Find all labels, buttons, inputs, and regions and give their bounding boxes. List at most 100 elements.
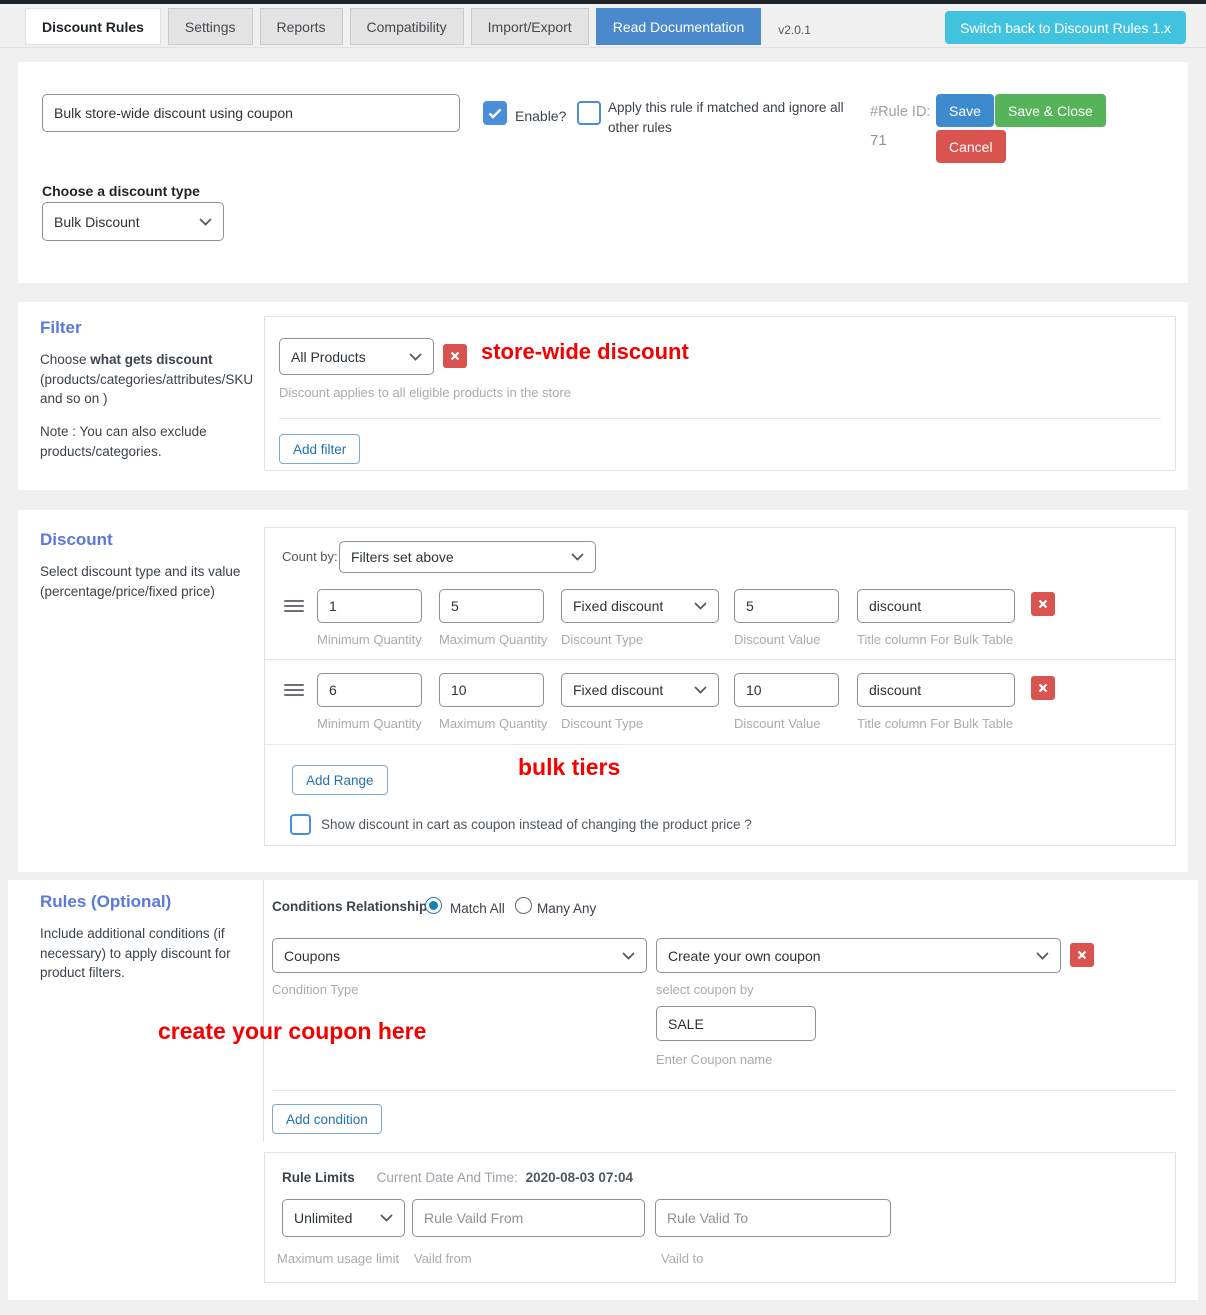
product-filter-select[interactable]: All Products — [279, 338, 434, 375]
drag-handle-icon[interactable] — [284, 600, 304, 612]
tab-compatibility[interactable]: Compatibility — [349, 8, 464, 45]
apply-rule-label: Apply this rule if matched and ignore al… — [608, 100, 844, 135]
valid-to-label: Vaild to — [661, 1251, 704, 1266]
valid-to-input[interactable] — [655, 1199, 891, 1237]
enable-label: Enable? — [515, 108, 567, 124]
add-condition-button[interactable]: Add condition — [272, 1104, 382, 1134]
rules-heading: Rules (Optional) — [40, 892, 172, 911]
chevron-down-icon — [694, 602, 707, 610]
save-button[interactable]: Save — [936, 94, 994, 127]
admin-top-strip — [0, 0, 1206, 4]
bulk-tiers-annotation: bulk tiers — [518, 754, 621, 780]
chevron-down-icon — [199, 217, 212, 226]
tab-settings[interactable]: Settings — [167, 8, 253, 45]
min-quantity-input[interactable] — [317, 589, 422, 623]
valid-from-label: Vaild from — [414, 1251, 472, 1266]
remove-condition-button[interactable] — [1070, 943, 1094, 967]
rule-editor-panel: Enable? Apply this rule if matched and i… — [18, 62, 1188, 283]
filter-box: All Products store-wide discount Discoun… — [264, 316, 1176, 471]
add-range-button[interactable]: Add Range — [292, 765, 388, 795]
chevron-down-icon — [694, 686, 707, 694]
remove-filter-button[interactable] — [443, 344, 467, 368]
divider — [265, 744, 1175, 745]
discount-panel: Discount Select discount type and its va… — [18, 510, 1188, 872]
bulk-title-label: Title column For Bulk Table — [857, 632, 1014, 647]
close-icon — [1038, 683, 1048, 693]
discount-type-label: Discount Type — [561, 716, 644, 731]
switch-back-button[interactable]: Switch back to Discount Rules 1.x — [945, 11, 1186, 44]
discount-type-label: Choose a discount type — [42, 183, 200, 199]
min-quantity-label: Minimum Quantity — [317, 716, 422, 731]
discount-box: Count by: Filters set above Fixed discou… — [264, 527, 1176, 846]
valid-from-input[interactable] — [412, 1199, 645, 1237]
close-icon — [1077, 950, 1087, 960]
cart-coupon-label: Show discount in cart as coupon instead … — [321, 817, 752, 832]
tab-discount-rules[interactable]: Discount Rules — [25, 8, 161, 45]
drag-handle-icon[interactable] — [284, 684, 304, 696]
discount-value-input[interactable] — [734, 673, 839, 707]
store-wide-annotation: store-wide discount — [481, 339, 689, 364]
remove-range-button[interactable] — [1031, 676, 1055, 700]
many-any-label: Many Any — [537, 901, 597, 916]
save-close-button[interactable]: Save & Close — [995, 94, 1106, 127]
chevron-down-icon — [409, 352, 422, 361]
close-icon — [450, 351, 460, 361]
max-quantity-input[interactable] — [439, 673, 544, 707]
discount-description: Select discount type and its value (perc… — [40, 564, 241, 599]
current-datetime-value: 2020-08-03 07:04 — [525, 1170, 633, 1185]
divider — [279, 418, 1161, 419]
remove-range-button[interactable] — [1031, 592, 1055, 616]
filter-heading: Filter — [40, 318, 82, 337]
min-quantity-label: Minimum Quantity — [317, 632, 422, 647]
bulk-title-input[interactable] — [857, 589, 1015, 623]
usage-limit-select[interactable]: Unlimited — [282, 1199, 405, 1237]
rule-limits-box: Rule Limits Current Date And Time: 2020-… — [264, 1152, 1176, 1283]
rule-limits-heading: Rule Limits — [282, 1170, 355, 1185]
plugin-version: v2.0.1 — [778, 22, 811, 37]
discount-heading: Discount — [40, 530, 113, 549]
match-all-label: Match All — [450, 901, 505, 916]
tab-read-documentation[interactable]: Read Documentation — [595, 8, 762, 45]
tab-reports[interactable]: Reports — [259, 8, 343, 45]
cart-coupon-checkbox[interactable] — [290, 814, 311, 835]
divider — [272, 1090, 1176, 1091]
count-by-select[interactable]: Filters set above — [339, 541, 596, 573]
bulk-title-label: Title column For Bulk Table — [857, 716, 1014, 731]
tab-import-export[interactable]: Import/Export — [470, 8, 589, 45]
chevron-down-icon — [571, 553, 584, 561]
cancel-button[interactable]: Cancel — [936, 130, 1006, 163]
bulk-title-input[interactable] — [857, 673, 1015, 707]
rule-id-value: 71 — [870, 132, 887, 149]
count-by-label: Count by: — [282, 549, 338, 564]
chevron-down-icon — [1036, 951, 1049, 960]
coupon-name-input[interactable] — [656, 1006, 816, 1041]
discount-type-row-select[interactable]: Fixed discount — [561, 673, 719, 707]
chevron-down-icon — [622, 951, 635, 960]
usage-limit-label: Maximum usage limit — [277, 1251, 400, 1266]
add-filter-button[interactable]: Add filter — [279, 434, 361, 464]
discount-type-select[interactable]: Bulk Discount — [42, 202, 224, 241]
coupon-by-select[interactable]: Create your own coupon — [656, 938, 1061, 973]
conditions-relationship-label: Conditions Relationship — [272, 899, 428, 914]
discount-type-label: Discount Type — [561, 632, 644, 647]
apply-rule-checkbox[interactable] — [577, 101, 601, 125]
filter-help-text: Discount applies to all eligible product… — [279, 385, 571, 400]
discount-value-input[interactable] — [734, 589, 839, 623]
rules-description: Include additional conditions (if necess… — [40, 926, 231, 981]
rule-name-input[interactable] — [42, 94, 460, 132]
enable-checkbox[interactable] — [483, 101, 507, 125]
many-any-radio[interactable] — [515, 897, 532, 914]
discount-type-row-select[interactable]: Fixed discount — [561, 589, 719, 623]
min-quantity-input[interactable] — [317, 673, 422, 707]
coupon-by-label: select coupon by — [656, 982, 754, 997]
current-datetime-label: Current Date And Time: — [376, 1170, 518, 1185]
max-quantity-label: Maximum Quantity — [439, 632, 548, 647]
match-all-radio[interactable] — [425, 897, 442, 914]
max-quantity-label: Maximum Quantity — [439, 716, 548, 731]
divider — [263, 880, 264, 1142]
condition-type-label: Condition Type — [272, 982, 359, 997]
filter-panel: Filter Choose what gets discount (produc… — [18, 302, 1188, 490]
max-quantity-input[interactable] — [439, 589, 544, 623]
discount-value-label: Discount Value — [734, 632, 821, 647]
condition-type-select[interactable]: Coupons — [272, 938, 647, 973]
